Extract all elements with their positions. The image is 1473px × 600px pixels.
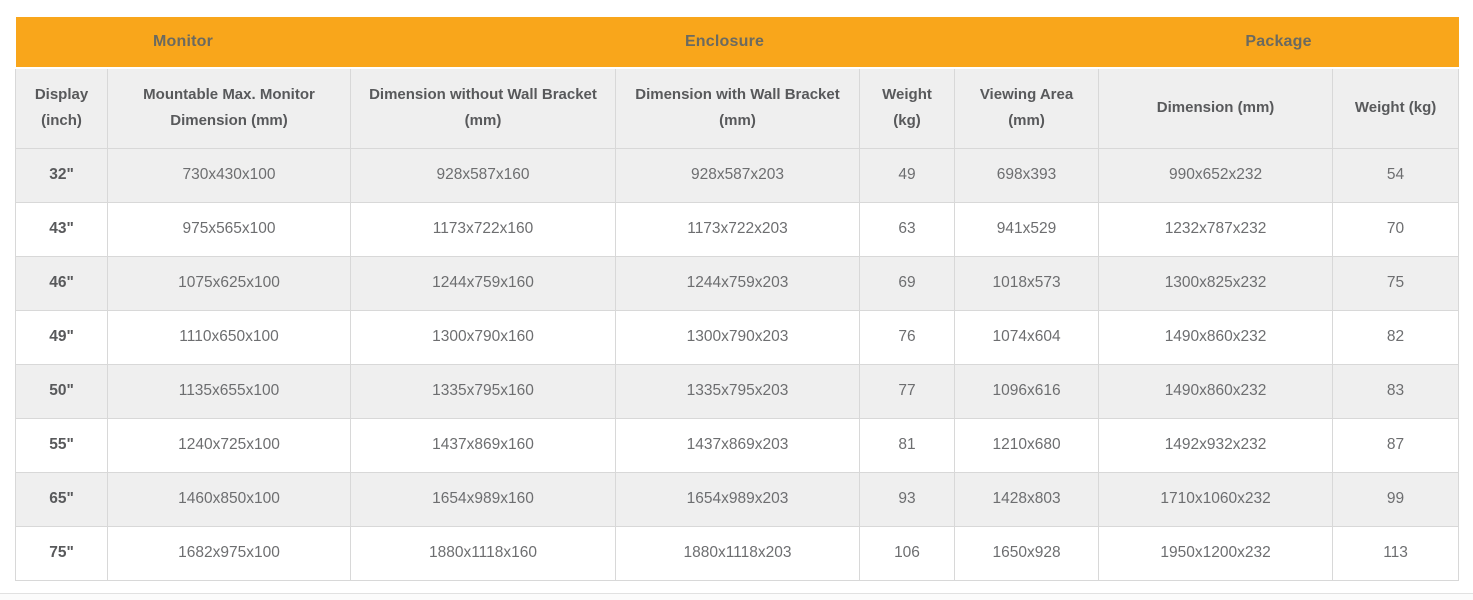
table-cell: 1173x722x203	[615, 201, 860, 257]
table-cell: 1428x803	[953, 471, 1100, 527]
table-cell: 1682x975x100	[107, 525, 351, 581]
table-cell: 1244x759x203	[615, 255, 860, 311]
table-cell: 1173x722x160	[350, 201, 616, 257]
table-cell: 106	[859, 525, 955, 581]
group-header-row: Monitor Enclosure Package	[15, 17, 1459, 68]
table-cell: 1232x787x232	[1098, 201, 1334, 257]
display-size-cell: 55"	[15, 417, 108, 473]
table-cell: 1490x860x232	[1098, 309, 1334, 365]
col-header-enclosure-weight: Weight (kg)	[859, 67, 955, 149]
col-header-dimension-without-wall-bracket: Dimension without Wall Bracket (mm)	[350, 67, 616, 149]
table-row: 49" 1110x650x100 1300x790x160 1300x790x203 7…	[15, 309, 1460, 365]
table-row: 46" 1075x625x100 1244x759x160 1244x759x203 6…	[15, 255, 1460, 311]
col-header-package-weight: Weight (kg)	[1332, 67, 1460, 149]
table-cell: 75	[1332, 255, 1460, 311]
table-cell: 63	[859, 201, 955, 257]
table-row: 50" 1135x655x100 1335x795x160 1335x795x203 7…	[15, 363, 1460, 419]
table-row: 65" 1460x850x100 1654x989x160 1654x989x203 9…	[15, 471, 1460, 527]
table-cell: 1075x625x100	[107, 255, 351, 311]
table-cell: 77	[859, 363, 955, 419]
table-cell: 1096x616	[953, 363, 1100, 419]
spec-table: Monitor Enclosure Package Display (inch)…	[15, 17, 1460, 581]
table-cell: 82	[1332, 309, 1460, 365]
table-cell: 76	[859, 309, 955, 365]
table-cell: 990x652x232	[1098, 147, 1334, 203]
table-cell: 1437x869x160	[350, 417, 616, 473]
table-cell: 93	[859, 471, 955, 527]
table-cell: 113	[1332, 525, 1460, 581]
table-cell: 1210x680	[953, 417, 1100, 473]
table-body: 32" 730x430x100 928x587x160 928x587x203 49 69…	[15, 147, 1460, 581]
bottom-divider	[0, 593, 1473, 594]
table-cell: 87	[1332, 417, 1460, 473]
display-size-cell: 43"	[15, 201, 108, 257]
table-cell: 1492x932x232	[1098, 417, 1334, 473]
group-header-enclosure: Enclosure	[350, 17, 1099, 68]
table-cell: 1437x869x203	[615, 417, 860, 473]
table-cell: 54	[1332, 147, 1460, 203]
bottom-strip	[0, 594, 1473, 600]
spec-table-container: Monitor Enclosure Package Display (inch)…	[15, 17, 1460, 581]
col-header-dimension-with-wall-bracket: Dimension with Wall Bracket (mm)	[615, 67, 860, 149]
display-size-cell: 32"	[15, 147, 108, 203]
table-cell: 941x529	[953, 201, 1100, 257]
table-cell: 70	[1332, 201, 1460, 257]
table-cell: 1880x1118x160	[350, 525, 616, 581]
display-size-cell: 65"	[15, 471, 108, 527]
col-header-display-inch: Display (inch)	[15, 67, 108, 149]
table-cell: 81	[859, 417, 955, 473]
col-header-package-dimension: Dimension (mm)	[1098, 67, 1334, 149]
table-cell: 83	[1332, 363, 1460, 419]
table-row: 43" 975x565x100 1173x722x160 1173x722x203 63…	[15, 201, 1460, 257]
table-cell: 1650x928	[953, 525, 1100, 581]
table-cell: 1335x795x160	[350, 363, 616, 419]
display-size-cell: 75"	[15, 525, 108, 581]
group-header-monitor: Monitor	[15, 17, 351, 68]
display-size-cell: 50"	[15, 363, 108, 419]
table-cell: 1240x725x100	[107, 417, 351, 473]
table-row: 75" 1682x975x100 1880x1118x160 1880x1118x20…	[15, 525, 1460, 581]
table-cell: 1710x1060x232	[1098, 471, 1334, 527]
table-row: 55" 1240x725x100 1437x869x160 1437x869x203 8…	[15, 417, 1460, 473]
table-cell: 698x393	[953, 147, 1100, 203]
table-row: 32" 730x430x100 928x587x160 928x587x203 49 69…	[15, 147, 1460, 203]
display-size-cell: 49"	[15, 309, 108, 365]
table-cell: 1880x1118x203	[615, 525, 860, 581]
table-cell: 928x587x203	[615, 147, 860, 203]
group-header-package: Package	[1098, 17, 1459, 68]
table-cell: 69	[859, 255, 955, 311]
table-cell: 1110x650x100	[107, 309, 351, 365]
table-cell: 1300x825x232	[1098, 255, 1334, 311]
table-cell: 1018x573	[953, 255, 1100, 311]
table-cell: 99	[1332, 471, 1460, 527]
column-header-row: Display (inch) Mountable Max. Monitor Di…	[15, 67, 1460, 149]
table-cell: 1460x850x100	[107, 471, 351, 527]
table-cell: 49	[859, 147, 955, 203]
table-cell: 1654x989x160	[350, 471, 616, 527]
table-cell: 1244x759x160	[350, 255, 616, 311]
table-cell: 1654x989x203	[615, 471, 860, 527]
table-cell: 1335x795x203	[615, 363, 860, 419]
table-cell: 730x430x100	[107, 147, 351, 203]
table-cell: 1300x790x203	[615, 309, 860, 365]
table-cell: 1950x1200x232	[1098, 525, 1334, 581]
display-size-cell: 46"	[15, 255, 108, 311]
table-cell: 1300x790x160	[350, 309, 616, 365]
col-header-viewing-area: Viewing Area (mm)	[953, 67, 1100, 149]
col-header-mountable-max-monitor-dimension: Mountable Max. Monitor Dimension (mm)	[107, 67, 351, 149]
table-cell: 975x565x100	[107, 201, 351, 257]
table-cell: 928x587x160	[350, 147, 616, 203]
table-cell: 1490x860x232	[1098, 363, 1334, 419]
table-cell: 1135x655x100	[107, 363, 351, 419]
table-cell: 1074x604	[953, 309, 1100, 365]
